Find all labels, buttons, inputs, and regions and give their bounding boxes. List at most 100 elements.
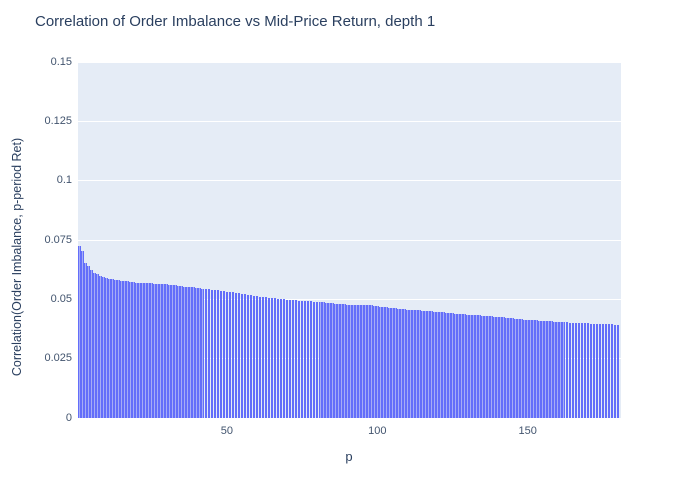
bar[interactable] xyxy=(481,315,484,418)
bar[interactable] xyxy=(360,305,364,418)
bar[interactable] xyxy=(541,320,545,418)
bar[interactable] xyxy=(517,318,521,418)
bar[interactable] xyxy=(448,313,451,418)
bar[interactable] xyxy=(279,298,283,418)
bar[interactable] xyxy=(442,312,445,418)
bar[interactable] xyxy=(90,269,93,418)
bar[interactable] xyxy=(246,294,250,418)
bar[interactable] xyxy=(171,285,175,418)
bar[interactable] xyxy=(204,288,208,418)
bar[interactable] xyxy=(372,305,376,418)
bar[interactable] xyxy=(159,283,163,418)
bar[interactable] xyxy=(222,291,226,418)
bar[interactable] xyxy=(511,318,515,418)
bar[interactable] xyxy=(306,301,310,418)
bar[interactable] xyxy=(616,324,620,418)
bar[interactable] xyxy=(225,291,229,418)
bar[interactable] xyxy=(496,316,499,418)
bar[interactable] xyxy=(598,323,602,418)
bar[interactable] xyxy=(457,313,460,418)
bar[interactable] xyxy=(267,297,271,418)
bar[interactable] xyxy=(499,317,502,418)
bar[interactable] xyxy=(150,283,154,418)
bar[interactable] xyxy=(589,323,593,418)
bar[interactable] xyxy=(469,314,472,418)
bar[interactable] xyxy=(403,309,406,418)
bar[interactable] xyxy=(357,305,361,418)
bar[interactable] xyxy=(252,296,256,418)
bar[interactable] xyxy=(577,322,581,418)
bar[interactable] xyxy=(354,305,358,418)
bar[interactable] xyxy=(174,285,178,418)
bar[interactable] xyxy=(255,296,259,418)
bar[interactable] xyxy=(153,283,157,418)
bar[interactable] xyxy=(294,300,298,418)
bar[interactable] xyxy=(406,309,409,418)
bar[interactable] xyxy=(586,323,590,418)
bar[interactable] xyxy=(156,283,160,418)
bar[interactable] xyxy=(502,317,505,418)
bar[interactable] xyxy=(487,316,490,418)
bar[interactable] xyxy=(186,286,190,418)
bar[interactable] xyxy=(529,319,533,418)
bar[interactable] xyxy=(478,315,481,418)
bar[interactable] xyxy=(604,324,608,418)
bar[interactable] xyxy=(348,304,352,418)
bar[interactable] xyxy=(327,303,331,418)
bar[interactable] xyxy=(270,297,274,418)
bar[interactable] xyxy=(234,292,238,418)
bar[interactable] xyxy=(553,321,557,418)
bar[interactable] xyxy=(315,301,319,418)
bar[interactable] xyxy=(177,285,181,418)
bar[interactable] xyxy=(180,286,184,418)
bar[interactable] xyxy=(282,299,286,418)
bar[interactable] xyxy=(201,288,205,418)
bar[interactable] xyxy=(129,281,132,418)
bar[interactable] xyxy=(520,319,524,418)
bar[interactable] xyxy=(439,312,442,418)
bar[interactable] xyxy=(273,298,277,418)
bar[interactable] xyxy=(276,298,280,418)
bar[interactable] xyxy=(351,304,355,418)
bar[interactable] xyxy=(303,300,307,418)
bar[interactable] xyxy=(243,294,247,418)
bar[interactable] xyxy=(213,290,217,418)
bar[interactable] xyxy=(114,279,117,418)
bar[interactable] xyxy=(559,322,563,418)
bar[interactable] xyxy=(505,317,509,418)
bar[interactable] xyxy=(126,281,129,418)
bar[interactable] xyxy=(210,289,214,418)
plot-area[interactable] xyxy=(78,61,621,419)
bar[interactable] xyxy=(532,320,536,418)
bar[interactable] xyxy=(198,288,202,418)
bar[interactable] xyxy=(412,310,415,418)
bar[interactable] xyxy=(400,309,403,418)
bar[interactable] xyxy=(538,320,542,418)
bar[interactable] xyxy=(391,308,394,418)
bar[interactable] xyxy=(321,302,325,418)
bar[interactable] xyxy=(216,290,220,418)
bar[interactable] xyxy=(78,245,81,418)
bar[interactable] xyxy=(430,311,433,418)
bar[interactable] xyxy=(141,282,145,418)
bar[interactable] xyxy=(415,310,418,418)
bar[interactable] xyxy=(375,306,379,418)
bar[interactable] xyxy=(192,287,196,418)
bar[interactable] xyxy=(451,313,454,418)
bar[interactable] xyxy=(523,319,527,418)
bar[interactable] xyxy=(583,323,587,418)
bar[interactable] xyxy=(592,323,596,418)
bar[interactable] xyxy=(562,322,566,418)
bar[interactable] xyxy=(297,300,301,418)
bar[interactable] xyxy=(363,305,367,418)
bar[interactable] xyxy=(574,322,578,418)
bar[interactable] xyxy=(81,250,84,418)
bar[interactable] xyxy=(261,296,265,418)
bar[interactable] xyxy=(195,287,199,418)
bar[interactable] xyxy=(580,323,584,418)
bar[interactable] xyxy=(333,303,337,418)
bar[interactable] xyxy=(336,303,340,418)
bar[interactable] xyxy=(535,320,539,418)
bar[interactable] xyxy=(547,321,551,418)
bar[interactable] xyxy=(318,302,322,418)
